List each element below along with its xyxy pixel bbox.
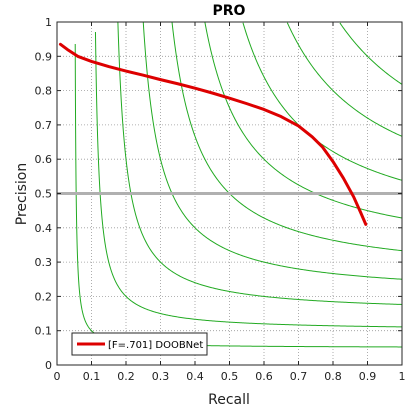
legend-box (71, 332, 208, 356)
y-axis-label: Precision (14, 163, 30, 225)
x-tick-label: 0.1 (83, 370, 101, 383)
ticks: 0 0.1 0.2 0.3 0.4 0.5 0.6 0.7 0.8 0.9 1 0 0.1 0.2 0.3 0… (35, 16, 406, 383)
y-tick-label: 0.1 (35, 325, 53, 338)
y-tick-label: 0.5 (35, 188, 53, 201)
y-tick-label: 0 (45, 359, 52, 372)
x-axis-label: Recall (208, 392, 250, 408)
x-tick-label: 0.7 (290, 370, 308, 383)
x-tick-label: 0 (54, 370, 61, 383)
iso-f-curve (94, 32, 403, 328)
y-tick-label: 1 (45, 16, 52, 29)
iso-f-curve (142, 22, 403, 280)
x-tick-label: 0.9 (359, 370, 377, 383)
y-tick-label: 0.7 (35, 119, 53, 132)
x-tick-label: 0.5 (221, 370, 239, 383)
iso-f-curve (117, 22, 403, 305)
iso-f-curve (171, 22, 403, 252)
y-tick-label: 0.3 (35, 256, 53, 269)
iso-f-curve (286, 22, 403, 137)
iso-f-curve (339, 22, 403, 85)
x-tick-label: 0.8 (324, 370, 342, 383)
x-tick-label: 0.2 (117, 370, 135, 383)
x-tick-label: 1 (399, 370, 406, 383)
x-tick-label: 0.3 (152, 370, 170, 383)
legend: [F=.701] DOOBNet (71, 332, 208, 356)
y-tick-label: 0.4 (35, 222, 53, 235)
x-tick-label: 0.6 (255, 370, 273, 383)
series-line (58, 42, 368, 226)
legend-entry: [F=.701] DOOBNet (108, 340, 203, 351)
series-group (58, 42, 368, 226)
y-tick-label: 0.6 (35, 153, 53, 166)
x-tick-label: 0.4 (186, 370, 204, 383)
y-tick-label: 0.9 (35, 50, 53, 63)
chart-title: PRO (213, 3, 246, 19)
y-tick-label: 0.8 (35, 85, 53, 98)
y-tick-label: 0.2 (35, 290, 53, 303)
